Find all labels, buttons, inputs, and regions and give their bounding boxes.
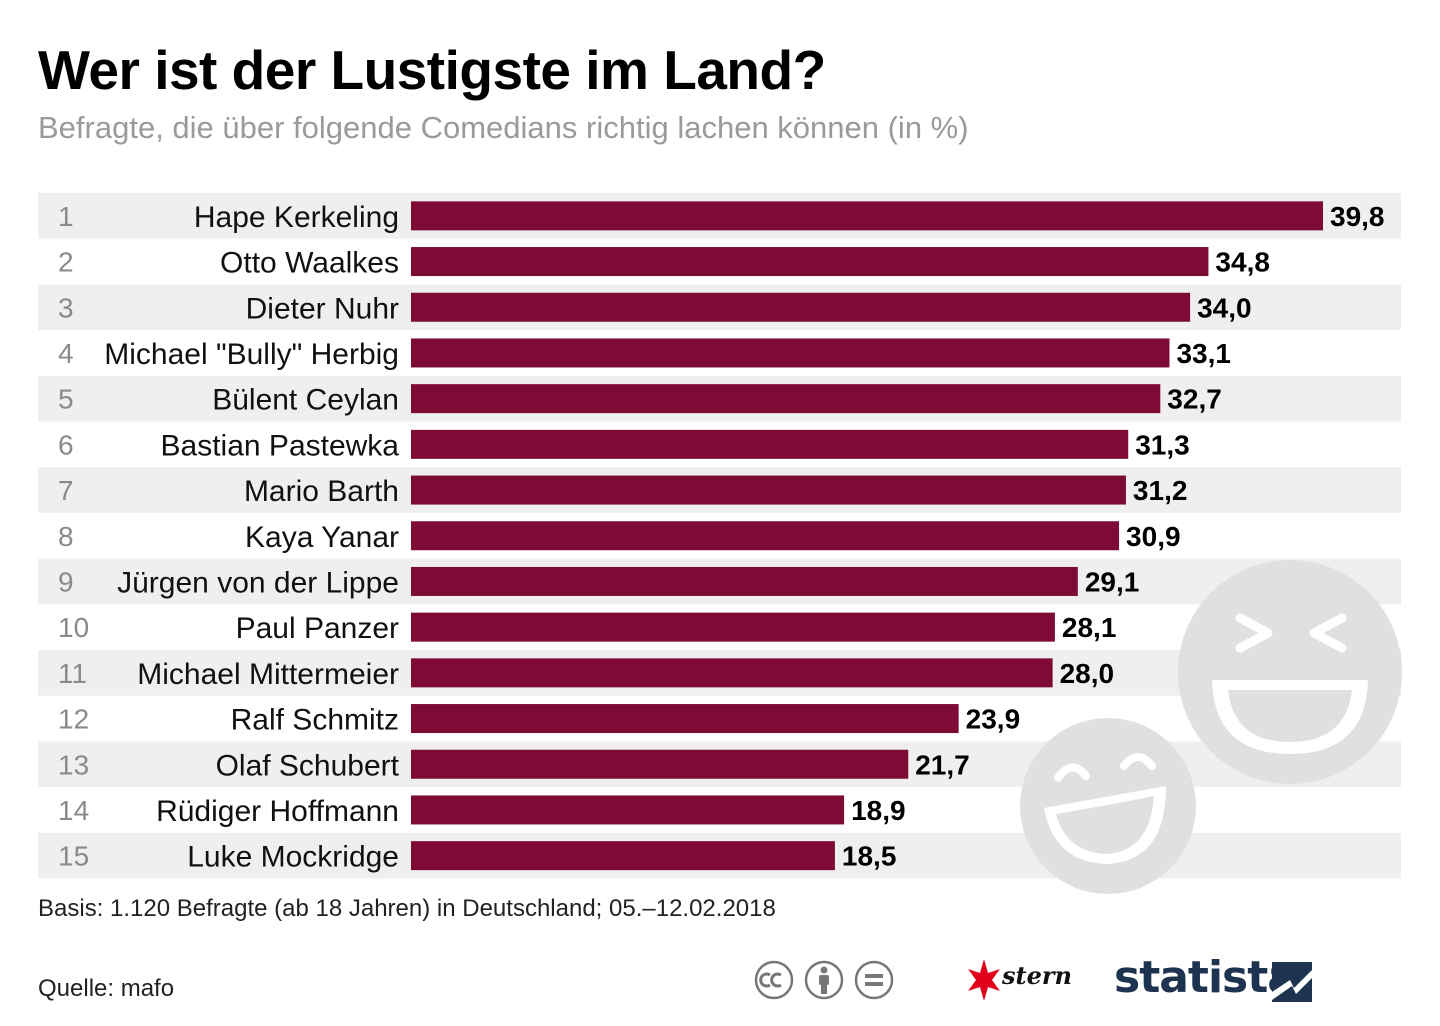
category-label: Rüdiger Hoffmann — [156, 795, 399, 828]
value-label: 30,9 — [1126, 521, 1181, 552]
value-label: 18,9 — [851, 795, 906, 826]
bar-row: 14 Rüdiger Hoffmann 18,9 — [58, 795, 906, 828]
nd-icon — [854, 960, 894, 1000]
rank-label: 4 — [58, 338, 74, 369]
value-label: 28,1 — [1062, 612, 1117, 643]
basis-note: Basis: 1.120 Befragte (ab 18 Jahren) in … — [38, 895, 776, 922]
category-label: Olaf Schubert — [216, 749, 400, 782]
bar[interactable] — [411, 795, 845, 825]
rank-label: 14 — [58, 795, 89, 826]
value-label: 29,1 — [1085, 566, 1140, 597]
bar[interactable] — [411, 612, 1055, 642]
category-label: Dieter Nuhr — [246, 292, 399, 325]
bar-row: 15 Luke Mockridge 18,5 — [58, 841, 896, 874]
bar-row: 13 Olaf Schubert 21,7 — [58, 749, 970, 782]
rank-label: 6 — [58, 429, 74, 460]
bar-rows: 1 Hape Kerkeling 39,8 2 Otto Waalkes 34,8 3 Die… — [58, 201, 1385, 874]
bar[interactable] — [411, 749, 909, 779]
bar[interactable] — [411, 429, 1129, 459]
bar-row: 7 Mario Barth 31,2 — [58, 475, 1187, 508]
laughing-face-icon-small — [1020, 718, 1196, 894]
bar[interactable] — [411, 566, 1078, 596]
bar-row: 5 Bülent Ceylan 32,7 — [58, 384, 1222, 417]
category-label: Otto Waalkes — [220, 247, 399, 280]
bar[interactable] — [411, 475, 1126, 505]
category-label: Michael "Bully" Herbig — [104, 338, 399, 371]
category-label: Jürgen von der Lippe — [117, 566, 399, 599]
rank-label: 9 — [58, 566, 74, 597]
rank-label: 7 — [58, 475, 74, 506]
bar-row: 2 Otto Waalkes 34,8 — [58, 247, 1270, 280]
value-label: 18,5 — [842, 841, 897, 872]
category-label: Kaya Yanar — [245, 521, 399, 554]
stern-star-icon — [968, 959, 1000, 1001]
category-label: Paul Panzer — [236, 612, 399, 645]
rank-label: 15 — [58, 841, 89, 872]
bar[interactable] — [411, 841, 835, 871]
bar[interactable] — [411, 521, 1120, 551]
bar[interactable] — [411, 292, 1191, 322]
value-label: 21,7 — [915, 749, 970, 780]
category-label: Ralf Schmitz — [231, 704, 399, 737]
rank-label: 10 — [58, 612, 89, 643]
bar[interactable] — [411, 247, 1209, 277]
category-label: Bastian Pastewka — [161, 429, 400, 462]
rank-label: 2 — [58, 247, 74, 278]
category-label: Bülent Ceylan — [212, 384, 399, 417]
bar[interactable] — [411, 704, 959, 734]
chart-subtitle: Befragte, die über folgende Comedians ri… — [38, 110, 969, 145]
value-label: 31,3 — [1135, 429, 1190, 460]
bar-row: 4 Michael "Bully" Herbig 33,1 — [58, 338, 1231, 371]
category-label: Michael Mittermeier — [137, 658, 399, 691]
bar-row: 12 Ralf Schmitz 23,9 — [58, 704, 1020, 737]
value-label: 34,0 — [1197, 292, 1252, 323]
bar-row: 11 Michael Mittermeier 28,0 — [58, 658, 1114, 691]
rank-label: 5 — [58, 384, 74, 415]
rank-label: 3 — [58, 292, 74, 323]
stern-logo[interactable]: stern — [966, 955, 1086, 1005]
value-label: 39,8 — [1330, 201, 1385, 232]
value-label: 28,0 — [1060, 658, 1115, 689]
bar[interactable] — [411, 338, 1170, 368]
laughing-face-icon-large — [1178, 560, 1402, 784]
bar-row: 6 Bastian Pastewka 31,3 — [58, 429, 1190, 462]
statista-wordmark[interactable]: statista — [1114, 952, 1297, 1003]
rank-label: 13 — [58, 749, 89, 780]
rank-label: 1 — [58, 201, 74, 232]
category-label: Luke Mockridge — [187, 841, 399, 874]
value-label: 31,2 — [1133, 475, 1188, 506]
decorative-emojis — [1020, 560, 1402, 894]
by-icon — [804, 960, 844, 1000]
bar-row: 1 Hape Kerkeling 39,8 — [58, 201, 1385, 234]
rank-label: 12 — [58, 704, 89, 735]
category-label: Mario Barth — [244, 475, 399, 508]
cc-icon — [754, 960, 794, 1000]
chart-title: Wer ist der Lustigste im Land? — [38, 39, 826, 101]
bar[interactable] — [411, 658, 1053, 688]
bar-row: 3 Dieter Nuhr 34,0 — [58, 292, 1252, 325]
stern-wordmark: stern — [1002, 961, 1072, 990]
category-label: Hape Kerkeling — [194, 201, 399, 234]
bar[interactable] — [411, 201, 1323, 231]
bar-row: 9 Jürgen von der Lippe 29,1 — [58, 566, 1139, 599]
value-label: 33,1 — [1176, 338, 1231, 369]
source-note: Quelle: mafo — [38, 975, 175, 1002]
rank-label: 8 — [58, 521, 74, 552]
statista-logo-icon — [1272, 962, 1312, 1002]
rank-label: 11 — [58, 658, 87, 689]
bar-row: 10 Paul Panzer 28,1 — [58, 612, 1116, 645]
value-label: 34,8 — [1215, 247, 1270, 278]
bar-chart: 1 Hape Kerkeling 39,8 2 Otto Waalkes 34,8 3 Die… — [38, 193, 1402, 894]
license-icons[interactable] — [754, 958, 898, 1002]
bar-row: 8 Kaya Yanar 30,9 — [58, 521, 1181, 554]
value-label: 32,7 — [1167, 384, 1222, 415]
bar[interactable] — [411, 384, 1161, 414]
value-label: 23,9 — [966, 704, 1021, 735]
